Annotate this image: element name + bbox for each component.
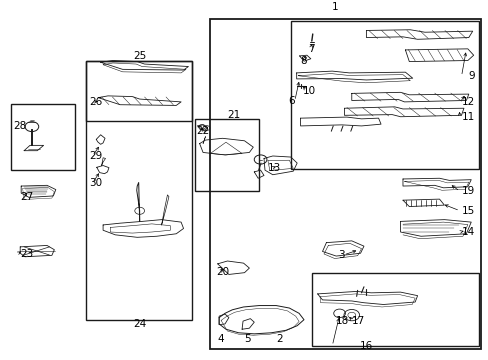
- Text: 7: 7: [307, 44, 314, 54]
- Text: 26: 26: [89, 97, 102, 107]
- Text: 2: 2: [276, 334, 283, 344]
- Bar: [210, 19, 480, 350]
- Text: 22: 22: [196, 126, 209, 136]
- Text: 16: 16: [359, 341, 372, 351]
- Text: 9: 9: [467, 71, 474, 81]
- Text: 23: 23: [20, 249, 33, 259]
- Text: 18: 18: [335, 316, 348, 326]
- Text: 24: 24: [133, 319, 146, 329]
- Text: 1: 1: [331, 2, 338, 12]
- Bar: [86, 60, 192, 320]
- Text: 5: 5: [244, 334, 251, 344]
- Bar: [194, 119, 259, 192]
- Bar: [311, 273, 478, 346]
- Text: 11: 11: [461, 112, 474, 122]
- Text: 21: 21: [227, 110, 240, 120]
- Text: 6: 6: [287, 96, 294, 106]
- Text: 28: 28: [13, 121, 26, 131]
- Text: 30: 30: [89, 178, 102, 188]
- Text: 29: 29: [89, 151, 102, 161]
- Text: 3: 3: [338, 250, 344, 260]
- Text: 4: 4: [217, 334, 224, 344]
- Text: 8: 8: [300, 55, 306, 66]
- Bar: [86, 60, 192, 121]
- Text: 17: 17: [351, 316, 364, 326]
- Bar: [11, 104, 75, 170]
- Text: 12: 12: [461, 97, 474, 107]
- Text: 19: 19: [461, 186, 474, 196]
- Text: 27: 27: [20, 192, 33, 202]
- Text: 15: 15: [461, 206, 474, 216]
- Text: 14: 14: [461, 227, 474, 237]
- Text: 20: 20: [216, 267, 229, 276]
- Text: 10: 10: [303, 86, 315, 95]
- Bar: [290, 21, 478, 169]
- Text: 25: 25: [133, 51, 146, 61]
- Text: 13: 13: [267, 163, 281, 174]
